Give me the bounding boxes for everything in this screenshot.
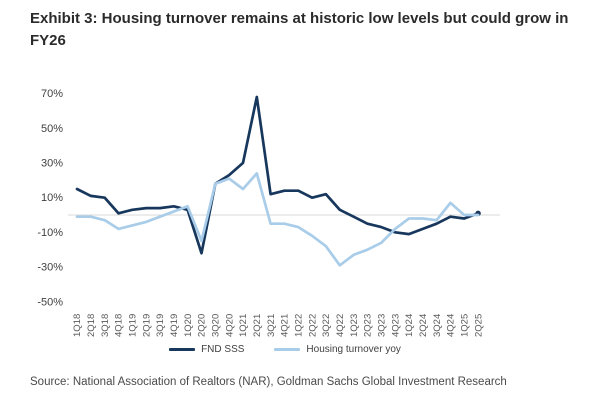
x-tick-label: 2Q18	[86, 314, 97, 337]
x-tick-label: 3Q23	[377, 314, 388, 337]
x-tick-label: 2Q19	[141, 314, 152, 337]
x-tick-label: 4Q21	[280, 314, 291, 337]
x-tick-label: 3Q21	[266, 314, 277, 337]
y-tick-label: -10%	[37, 227, 63, 239]
y-tick-label: 30%	[41, 157, 63, 169]
x-tick-label: 4Q18	[114, 314, 125, 337]
x-tick-label: 3Q20	[211, 314, 222, 337]
y-tick-label: -50%	[37, 296, 63, 308]
x-tick-label: 4Q19	[169, 314, 180, 337]
source-attribution: Source: National Association of Realtors…	[30, 376, 507, 388]
x-tick-label: 3Q19	[155, 314, 166, 337]
x-tick-label: 4Q23	[390, 314, 401, 337]
x-tick-label: 4Q24	[446, 314, 457, 337]
x-tick-label: 4Q22	[335, 314, 346, 337]
series-line-fnd-sss	[75, 95, 480, 255]
legend-item-housing-turnover: Housing turnover yoy	[274, 344, 401, 355]
x-tick-label: 1Q20	[183, 314, 194, 337]
x-tick-label: 3Q24	[432, 314, 443, 337]
y-tick-label: -30%	[37, 262, 63, 274]
x-tick-label: 2Q22	[307, 314, 318, 337]
legend-line-swatch-light	[274, 348, 301, 351]
x-tick-label: 2Q25	[473, 314, 484, 337]
x-tick-label: 1Q25	[459, 314, 470, 337]
x-tick-label: 2Q24	[418, 314, 429, 337]
y-tick-label: 50%	[41, 123, 63, 135]
x-tick-label: 3Q18	[100, 314, 111, 337]
legend-item-fnd-sss: FND SSS	[169, 344, 244, 355]
x-tick-label: 3Q22	[321, 314, 332, 337]
chart-legend: FND SSS Housing turnover yoy	[0, 344, 570, 355]
legend-label-housing-turnover: Housing turnover yoy	[306, 344, 401, 355]
x-tick-label: 2Q21	[252, 314, 263, 337]
x-tick-label: 1Q21	[238, 314, 249, 337]
x-tick-label: 1Q22	[294, 314, 305, 337]
line-chart: 70% 50% 30% 10% -10% -30% -50% 1Q18 2Q18 3Q18 4Q18…	[37, 88, 500, 337]
y-tick-label: 70%	[41, 88, 63, 100]
x-tick-label: 1Q18	[72, 314, 83, 337]
series-line-housing-turnover-yoy	[75, 172, 480, 267]
exhibit-title: Exhibit 3: Housing turnover remains at h…	[30, 10, 569, 49]
x-tick-label: 1Q23	[349, 314, 360, 337]
x-tick-label: 2Q20	[197, 314, 208, 337]
y-tick-label: 10%	[41, 192, 63, 204]
x-tick-label: 1Q19	[128, 314, 139, 337]
x-tick-label: 4Q20	[224, 314, 235, 337]
legend-line-swatch-dark	[169, 348, 196, 351]
x-tick-label: 2Q23	[363, 314, 374, 337]
legend-label-fnd-sss: FND SSS	[201, 344, 245, 355]
x-tick-label: 1Q24	[404, 314, 415, 337]
